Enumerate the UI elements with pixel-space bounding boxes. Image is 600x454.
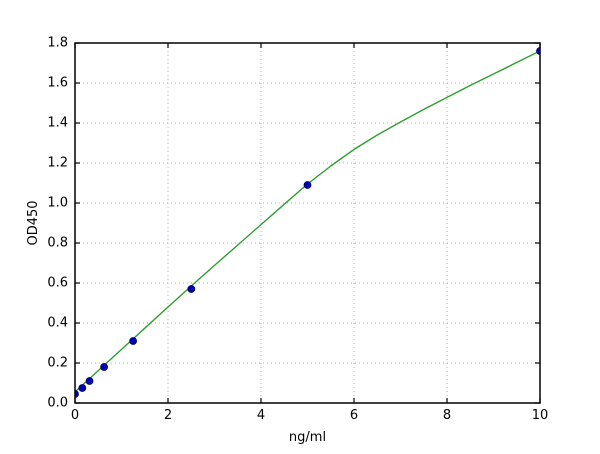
plot-layer: [75, 47, 540, 398]
axes-frame: [74, 42, 541, 404]
x-tick-label: 0: [71, 408, 79, 423]
y-tick-label: 1.6: [47, 76, 68, 91]
data-point: [85, 377, 94, 385]
x-tick-label: 2: [164, 408, 172, 423]
x-tick-label: 6: [350, 408, 358, 423]
x-tick-label: 10: [532, 408, 549, 423]
data-point: [187, 285, 196, 293]
y-tick-label: 1.4: [47, 116, 68, 131]
y-tick-label: 1.8: [47, 36, 68, 51]
axes-layer: [74, 42, 541, 404]
data-point: [129, 337, 138, 345]
y-tick-label: 0.0: [47, 396, 68, 411]
y-tick-label: 0.8: [47, 236, 68, 251]
data-point: [78, 384, 87, 392]
grid-layer: [75, 43, 540, 403]
data-point: [303, 181, 312, 189]
data-point: [536, 47, 540, 55]
x-tick-label: 4: [257, 408, 265, 423]
y-tick-label: 0.4: [47, 316, 68, 331]
y-tick-label: 0.6: [47, 276, 68, 291]
y-tick-label: 0.2: [47, 356, 68, 371]
fit-curve: [75, 50, 540, 393]
data-point: [75, 390, 79, 398]
tick-label-layer: 0 2 4 6 8 10 0.0 0.2 0.4 0.6 0.8 1.0 1.2 1.4 1.6 1.8: [47, 36, 548, 423]
y-tick-label: 1.0: [47, 196, 68, 211]
x-tick-label: 8: [443, 408, 451, 423]
data-point: [100, 363, 108, 371]
y-axis-label: OD450: [26, 200, 41, 245]
y-tick-label: 1.2: [47, 156, 68, 171]
x-axis-label: ng/ml: [289, 430, 326, 445]
